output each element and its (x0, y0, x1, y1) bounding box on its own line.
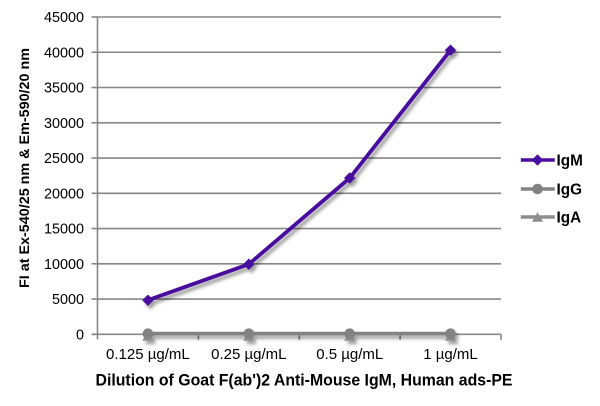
svg-text:0.25 µg/mL: 0.25 µg/mL (211, 346, 286, 363)
svg-text:IgM: IgM (557, 152, 583, 169)
svg-text:0.5 µg/mL: 0.5 µg/mL (316, 346, 383, 363)
svg-text:IgG: IgG (557, 181, 583, 198)
svg-text:5000: 5000 (52, 292, 84, 308)
svg-text:25000: 25000 (44, 151, 84, 167)
svg-text:IgA: IgA (557, 209, 582, 226)
svg-text:30000: 30000 (44, 116, 84, 132)
svg-text:Dilution of Goat F(ab')2 Anti-: Dilution of Goat F(ab')2 Anti-Mouse IgM,… (96, 370, 513, 389)
svg-text:10000: 10000 (44, 257, 84, 273)
svg-text:40000: 40000 (44, 45, 84, 61)
svg-text:45000: 45000 (44, 10, 84, 26)
svg-text:0: 0 (76, 327, 84, 343)
svg-text:35000: 35000 (44, 81, 84, 97)
svg-text:1 µg/mL: 1 µg/mL (423, 346, 478, 363)
svg-text:FI at Ex-540/25 nm & Em-590/20: FI at Ex-540/25 nm & Em-590/20 nm (16, 48, 32, 288)
svg-text:20000: 20000 (44, 186, 84, 202)
svg-text:15000: 15000 (44, 222, 84, 238)
svg-text:0.125 µg/mL: 0.125 µg/mL (106, 346, 190, 363)
